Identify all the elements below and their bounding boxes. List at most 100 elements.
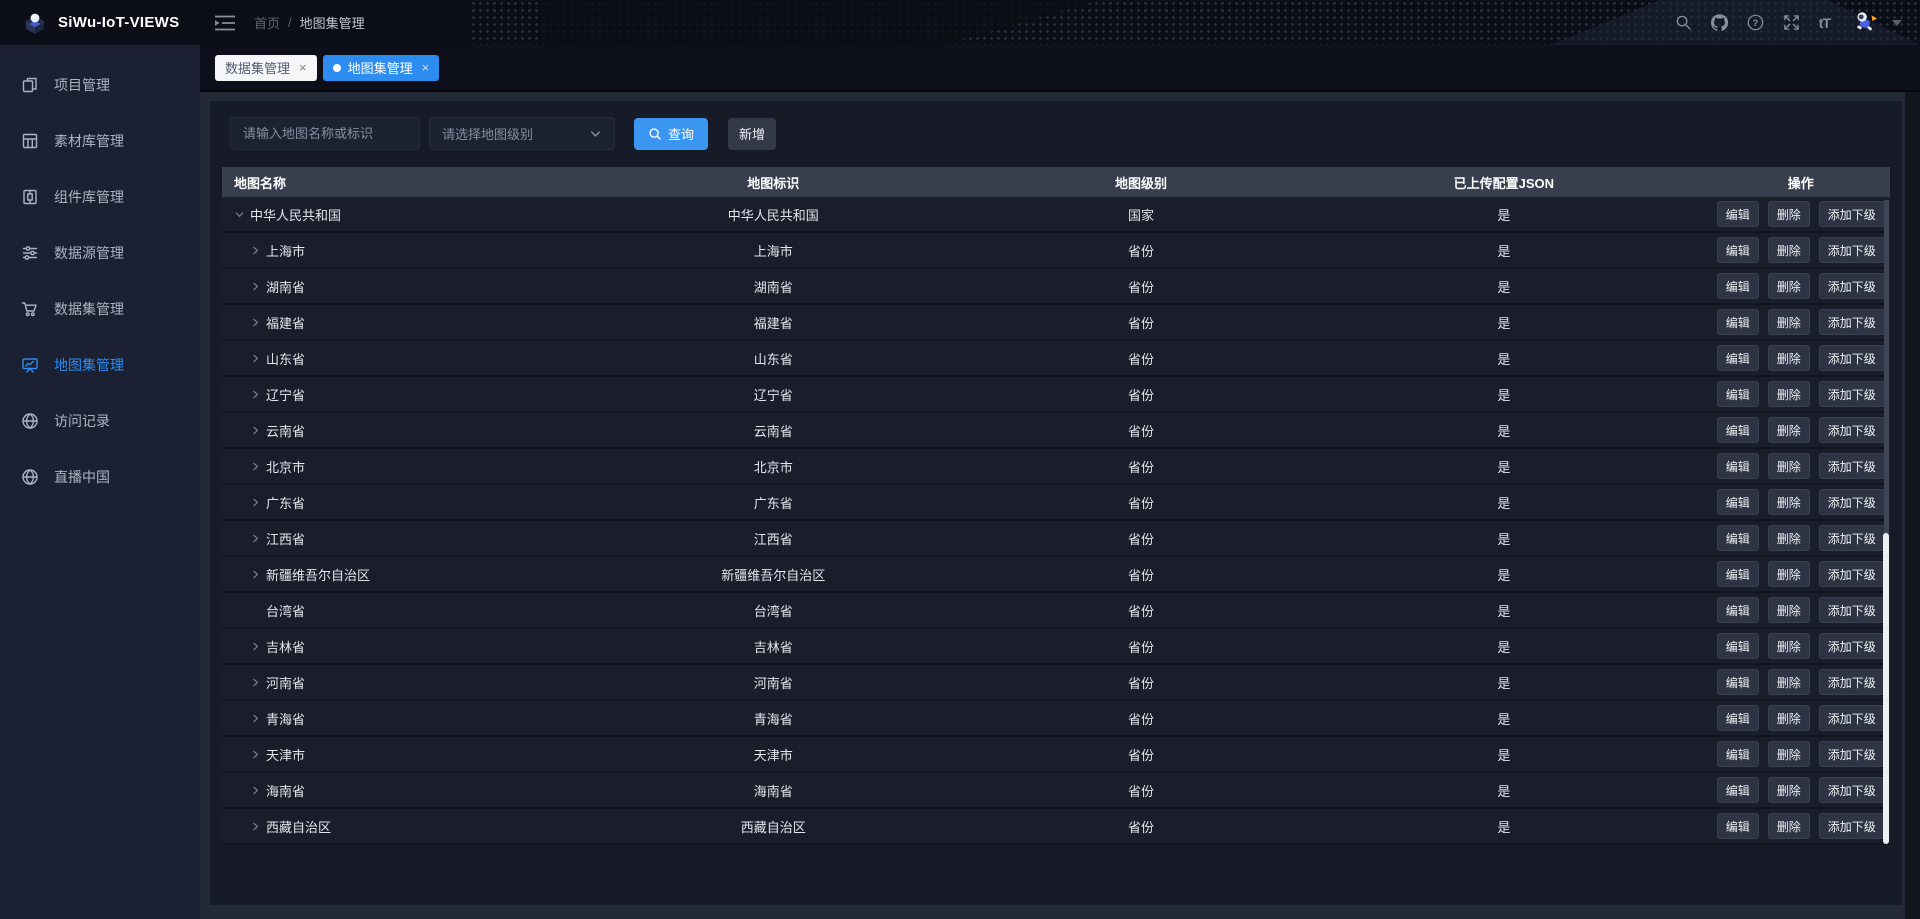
add-child-button[interactable]: 添加下级 <box>1818 489 1885 515</box>
breadcrumb-home[interactable]: 首页 <box>254 16 281 31</box>
edit-button[interactable]: 编辑 <box>1716 489 1759 515</box>
chevron-right-icon[interactable] <box>250 461 266 472</box>
sidebar-item-dataset[interactable]: 数据集管理 <box>0 281 200 337</box>
delete-button[interactable]: 删除 <box>1767 525 1810 551</box>
edit-button[interactable]: 编辑 <box>1716 309 1759 335</box>
add-child-button[interactable]: 添加下级 <box>1818 705 1885 731</box>
table-scrollbar-track[interactable] <box>1884 200 1889 534</box>
edit-button[interactable]: 编辑 <box>1716 237 1759 263</box>
add-child-button[interactable]: 添加下级 <box>1818 345 1885 371</box>
chevron-right-icon[interactable] <box>250 677 266 688</box>
edit-button[interactable]: 编辑 <box>1716 597 1759 623</box>
fullscreen-icon[interactable] <box>1783 14 1800 31</box>
edit-button[interactable]: 编辑 <box>1716 633 1759 659</box>
delete-button[interactable]: 删除 <box>1767 813 1810 839</box>
sidebar-item-component[interactable]: 组件库管理 <box>0 169 200 225</box>
collapse-menu-icon[interactable] <box>214 14 236 32</box>
font-size-icon[interactable]: tT <box>1819 15 1831 31</box>
delete-button[interactable]: 删除 <box>1767 741 1810 767</box>
tab-地图集管理[interactable]: 地图集管理 × <box>322 54 440 81</box>
add-child-button[interactable]: 添加下级 <box>1818 525 1885 551</box>
delete-button[interactable]: 删除 <box>1767 345 1810 371</box>
delete-button[interactable]: 删除 <box>1767 273 1810 299</box>
edit-button[interactable]: 编辑 <box>1716 741 1759 767</box>
edit-button[interactable]: 编辑 <box>1716 705 1759 731</box>
sidebar-item-material[interactable]: 素材库管理 <box>0 113 200 169</box>
chevron-right-icon[interactable] <box>250 785 266 796</box>
help-icon[interactable]: ? <box>1747 14 1764 31</box>
sidebar-item-mapset[interactable]: 地图集管理 <box>0 337 200 393</box>
edit-button[interactable]: 编辑 <box>1716 777 1759 803</box>
add-child-button[interactable]: 添加下级 <box>1818 309 1885 335</box>
chevron-right-icon[interactable] <box>250 749 266 760</box>
delete-button[interactable]: 删除 <box>1767 705 1810 731</box>
add-button[interactable]: 新增 <box>728 117 777 150</box>
delete-button[interactable]: 删除 <box>1767 381 1810 407</box>
chevron-right-icon[interactable] <box>250 281 266 292</box>
add-child-button[interactable]: 添加下级 <box>1818 237 1885 263</box>
table-scrollbar-thumb[interactable] <box>1883 533 1889 844</box>
add-child-button[interactable]: 添加下级 <box>1818 669 1885 695</box>
add-child-button[interactable]: 添加下级 <box>1818 777 1885 803</box>
chevron-right-icon[interactable] <box>250 389 266 400</box>
edit-button[interactable]: 编辑 <box>1716 345 1759 371</box>
delete-button[interactable]: 删除 <box>1767 561 1810 587</box>
add-child-button[interactable]: 添加下级 <box>1818 633 1885 659</box>
chevron-right-icon[interactable] <box>250 245 266 256</box>
caret-down-icon[interactable] <box>1892 19 1902 26</box>
tab-数据集管理[interactable]: 数据集管理 × <box>215 54 317 81</box>
edit-button[interactable]: 编辑 <box>1716 453 1759 479</box>
sidebar-item-project[interactable]: 项目管理 <box>0 57 200 113</box>
chevron-right-icon[interactable] <box>250 497 266 508</box>
edit-button[interactable]: 编辑 <box>1716 561 1759 587</box>
edit-button[interactable]: 编辑 <box>1716 525 1759 551</box>
map-level-select[interactable]: 请选择地图级别 <box>429 117 615 150</box>
edit-button[interactable]: 编辑 <box>1716 417 1759 443</box>
add-child-button[interactable]: 添加下级 <box>1818 201 1885 227</box>
delete-button[interactable]: 删除 <box>1767 237 1810 263</box>
user-avatar[interactable] <box>1849 8 1879 38</box>
add-child-button[interactable]: 添加下级 <box>1818 273 1885 299</box>
add-child-button[interactable]: 添加下级 <box>1818 381 1885 407</box>
tab-close-icon[interactable]: × <box>421 60 430 75</box>
chevron-right-icon[interactable] <box>250 353 266 364</box>
edit-button[interactable]: 编辑 <box>1716 813 1759 839</box>
add-child-button[interactable]: 添加下级 <box>1818 741 1885 767</box>
add-child-button[interactable]: 添加下级 <box>1818 597 1885 623</box>
delete-button[interactable]: 删除 <box>1767 309 1810 335</box>
delete-button[interactable]: 删除 <box>1767 453 1810 479</box>
delete-button[interactable]: 删除 <box>1767 669 1810 695</box>
query-button[interactable]: 查询 <box>634 117 709 150</box>
chevron-right-icon[interactable] <box>250 317 266 328</box>
add-child-button[interactable]: 添加下级 <box>1818 453 1885 479</box>
search-icon[interactable] <box>1675 14 1692 31</box>
edit-button[interactable]: 编辑 <box>1716 381 1759 407</box>
chevron-right-icon[interactable] <box>250 641 266 652</box>
globe-icon <box>20 468 40 486</box>
delete-button[interactable]: 删除 <box>1767 633 1810 659</box>
edit-button[interactable]: 编辑 <box>1716 201 1759 227</box>
sidebar-item-globe[interactable]: 访问记录 <box>0 393 200 449</box>
delete-button[interactable]: 删除 <box>1767 489 1810 515</box>
map-name-input[interactable] <box>230 117 420 150</box>
chevron-right-icon[interactable] <box>250 569 266 580</box>
delete-button[interactable]: 删除 <box>1767 201 1810 227</box>
chevron-right-icon[interactable] <box>250 713 266 724</box>
chevron-right-icon[interactable] <box>250 425 266 436</box>
chevron-right-icon[interactable] <box>250 533 266 544</box>
add-child-button[interactable]: 添加下级 <box>1818 417 1885 443</box>
sidebar-item-datasource[interactable]: 数据源管理 <box>0 225 200 281</box>
delete-button[interactable]: 删除 <box>1767 417 1810 443</box>
github-icon[interactable] <box>1710 14 1728 31</box>
add-child-button[interactable]: 添加下级 <box>1818 561 1885 587</box>
delete-button[interactable]: 删除 <box>1767 777 1810 803</box>
chevron-right-icon[interactable] <box>250 821 266 832</box>
chevron-down-icon[interactable] <box>234 209 250 220</box>
delete-button[interactable]: 删除 <box>1767 597 1810 623</box>
sidebar-item-globe[interactable]: 直播中国 <box>0 449 200 505</box>
edit-button[interactable]: 编辑 <box>1716 273 1759 299</box>
tab-close-icon[interactable]: × <box>299 60 307 75</box>
add-child-button[interactable]: 添加下级 <box>1818 813 1885 839</box>
mapset-icon <box>20 356 40 374</box>
edit-button[interactable]: 编辑 <box>1716 669 1759 695</box>
